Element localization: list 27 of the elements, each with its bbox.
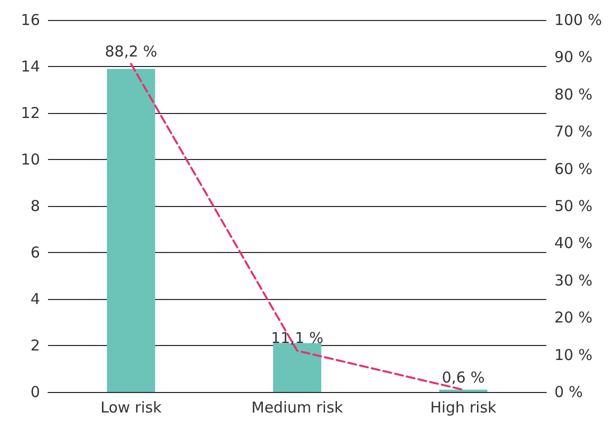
x-tick-label: Low risk: [100, 398, 162, 416]
y2-tick-label: 80 %: [554, 85, 592, 104]
y2-tick-label: 90 %: [554, 48, 592, 66]
y-tick-label: 14: [20, 58, 40, 76]
y-tick-label: 8: [30, 197, 40, 215]
y-tick-label: 0: [30, 383, 40, 401]
y-tick-label: 10: [20, 150, 40, 168]
y-tick-label: 4: [30, 290, 40, 308]
y-tick-label: 6: [30, 244, 40, 262]
x-tick-label: Medium risk: [251, 398, 344, 416]
y2-tick-label: 20 %: [554, 308, 592, 327]
x-tick-label: High risk: [430, 398, 497, 416]
y2-tick-label: 60 %: [554, 160, 592, 178]
bar: [106, 68, 156, 392]
data-label: 0,6 %: [442, 368, 485, 386]
y-tick-label: 12: [20, 104, 40, 122]
y-tick-label: 16: [20, 11, 40, 29]
y2-tick-label: 30 %: [554, 271, 592, 290]
y2-tick-label: 10 %: [554, 346, 592, 364]
y2-tick-label: 0 %: [554, 383, 583, 401]
y2-tick-label: 50 %: [554, 197, 592, 215]
data-label: 88,2 %: [104, 42, 158, 60]
y2-tick-label: 70 %: [554, 122, 592, 141]
bar: [273, 343, 322, 392]
y2-tick-label: 100 %: [554, 11, 602, 29]
y-tick-label: 2: [30, 336, 40, 354]
y2-tick-label: 40 %: [554, 234, 592, 252]
